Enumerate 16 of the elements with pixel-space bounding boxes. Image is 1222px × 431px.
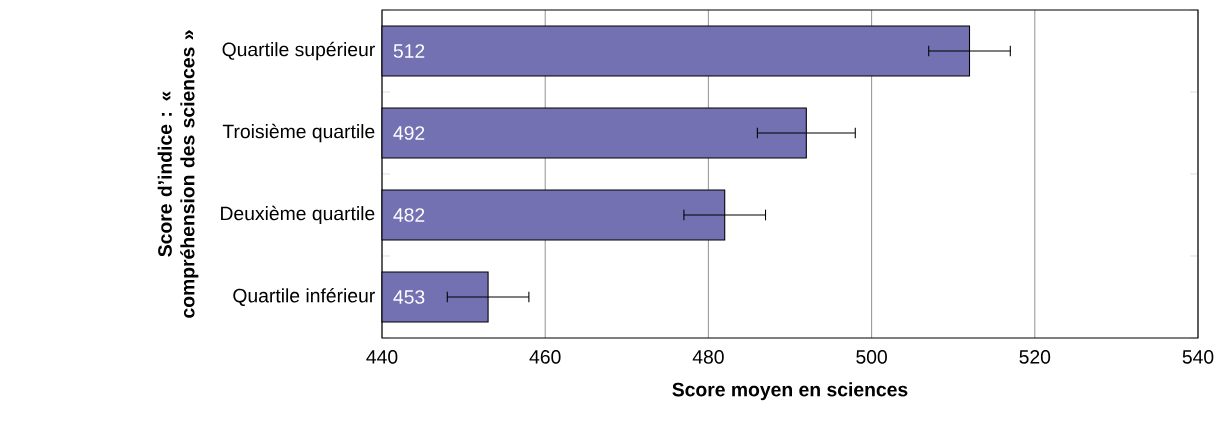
x-axis-title: Score moyen en sciences xyxy=(672,382,908,401)
y-axis-title: Score d’indice : « compréhension des sciences » xyxy=(157,30,199,318)
y-tick-label: Deuxième quartile xyxy=(221,205,375,225)
x-tick-label: 500 xyxy=(856,350,887,364)
y-tick-label: Troisième quartile xyxy=(222,123,375,143)
x-tick-label: 480 xyxy=(692,350,724,364)
x-tick-label: 540 xyxy=(1182,350,1214,364)
y-tick-label: Quartile inférieur xyxy=(233,288,375,306)
data-label: 453 xyxy=(393,290,425,304)
data-label: 512 xyxy=(393,44,425,58)
x-tick-label: 520 xyxy=(1019,350,1051,364)
data-label: 482 xyxy=(393,208,425,222)
x-tick-label: 440 xyxy=(366,350,398,364)
x-tick-label: 460 xyxy=(529,350,561,364)
y-tick-label: Quartile supérieur xyxy=(222,41,375,61)
data-label: 492 xyxy=(393,126,425,140)
